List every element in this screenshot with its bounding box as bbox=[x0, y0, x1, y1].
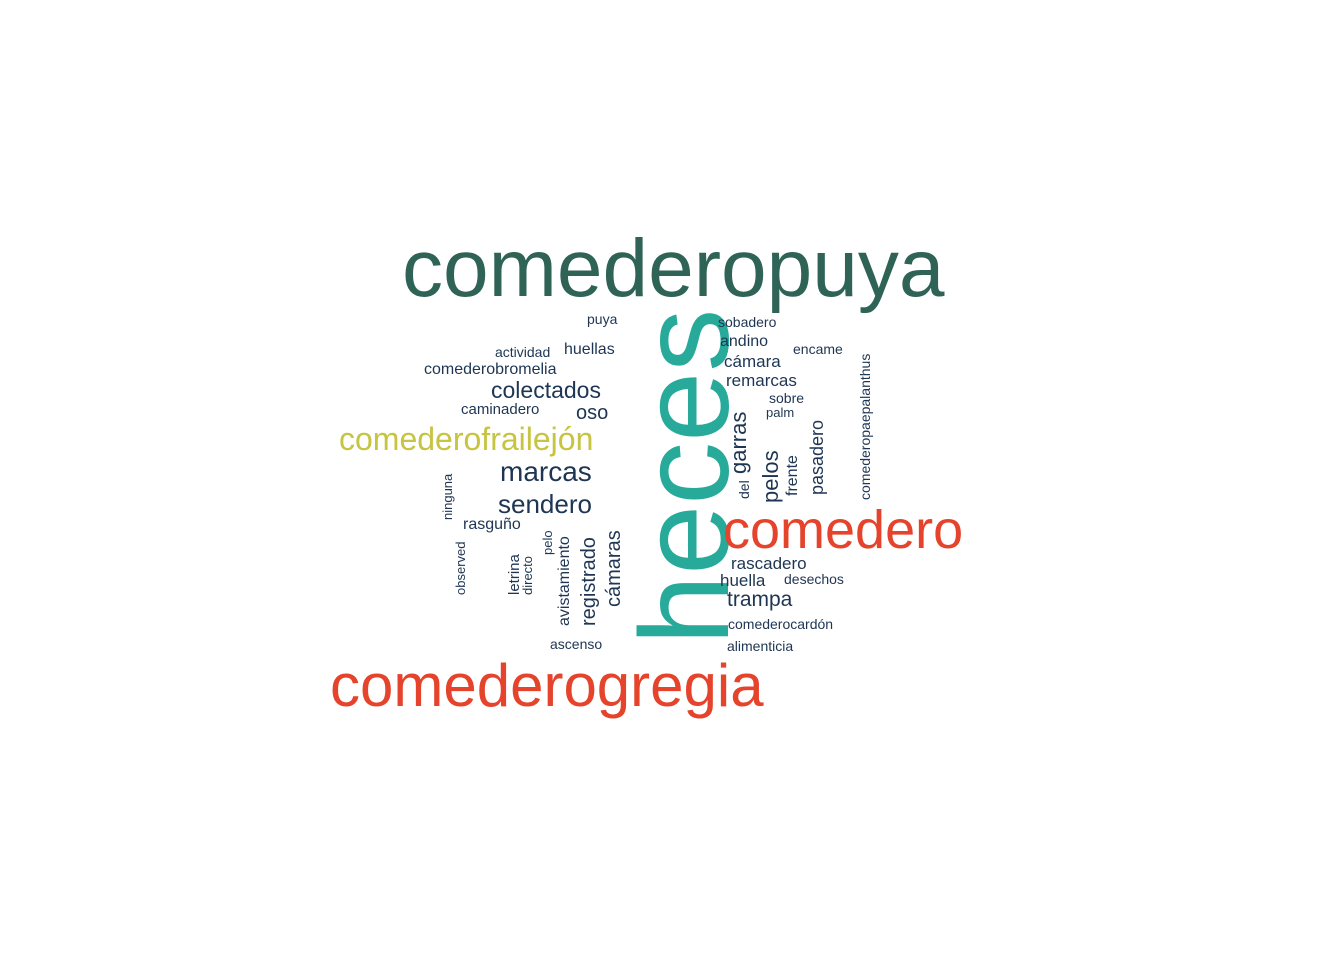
word-comederofrailejon: comederofrailejón bbox=[339, 421, 594, 457]
word-ascenso: ascenso bbox=[550, 636, 603, 652]
word-rascadero: rascadero bbox=[731, 554, 807, 573]
word-palm: palm bbox=[766, 405, 795, 420]
word-huellas: huellas bbox=[564, 341, 615, 358]
word-actividad: actividad bbox=[495, 344, 551, 360]
word-encame: encame bbox=[793, 341, 843, 357]
word-remarcas: remarcas bbox=[726, 371, 797, 390]
word-oso: oso bbox=[576, 402, 609, 424]
word-puya: puya bbox=[587, 311, 618, 327]
word-registrado: registrado bbox=[578, 537, 600, 626]
word-observed: observed bbox=[453, 541, 468, 595]
word-directo: directo bbox=[520, 555, 535, 595]
word-colectados: colectados bbox=[491, 377, 601, 403]
word-comedero: comedero bbox=[723, 500, 964, 560]
word-sobre: sobre bbox=[769, 390, 805, 406]
word-comederopuya: comederopuya bbox=[402, 223, 945, 314]
word-andino: andino bbox=[720, 333, 769, 350]
word-sendero: sendero bbox=[498, 489, 592, 519]
word-pelos: pelos bbox=[758, 450, 783, 503]
word-sobadero: sobadero bbox=[718, 314, 777, 330]
word-camara: cámara bbox=[724, 352, 781, 371]
word-comederogregia: comederogregia bbox=[330, 652, 764, 719]
word-comederocardon: comederocardón bbox=[728, 616, 834, 632]
word-del: del bbox=[736, 480, 752, 499]
word-pasadero: pasadero bbox=[807, 419, 827, 495]
word-ninguna: ninguna bbox=[440, 473, 455, 520]
word-alimenticia: alimenticia bbox=[727, 638, 794, 654]
word-desechos: desechos bbox=[784, 571, 844, 587]
word-caminadero: caminadero bbox=[461, 401, 540, 418]
word-avistamiento: avistamiento bbox=[556, 536, 573, 626]
word-frente: frente bbox=[784, 455, 801, 496]
word-huella: huella bbox=[720, 571, 766, 590]
word-pelo: pelo bbox=[540, 530, 555, 555]
word-camaras: cámaras bbox=[603, 530, 625, 607]
word-comederobromelia: comederobromelia bbox=[424, 361, 557, 378]
word-rasguno: rasguño bbox=[463, 516, 521, 533]
word-trampa: trampa bbox=[727, 588, 793, 611]
word-comederopaepalanthus: comederopaepalanthus bbox=[857, 353, 873, 500]
word-marcas: marcas bbox=[500, 456, 592, 487]
word-garras: garras bbox=[726, 411, 751, 474]
